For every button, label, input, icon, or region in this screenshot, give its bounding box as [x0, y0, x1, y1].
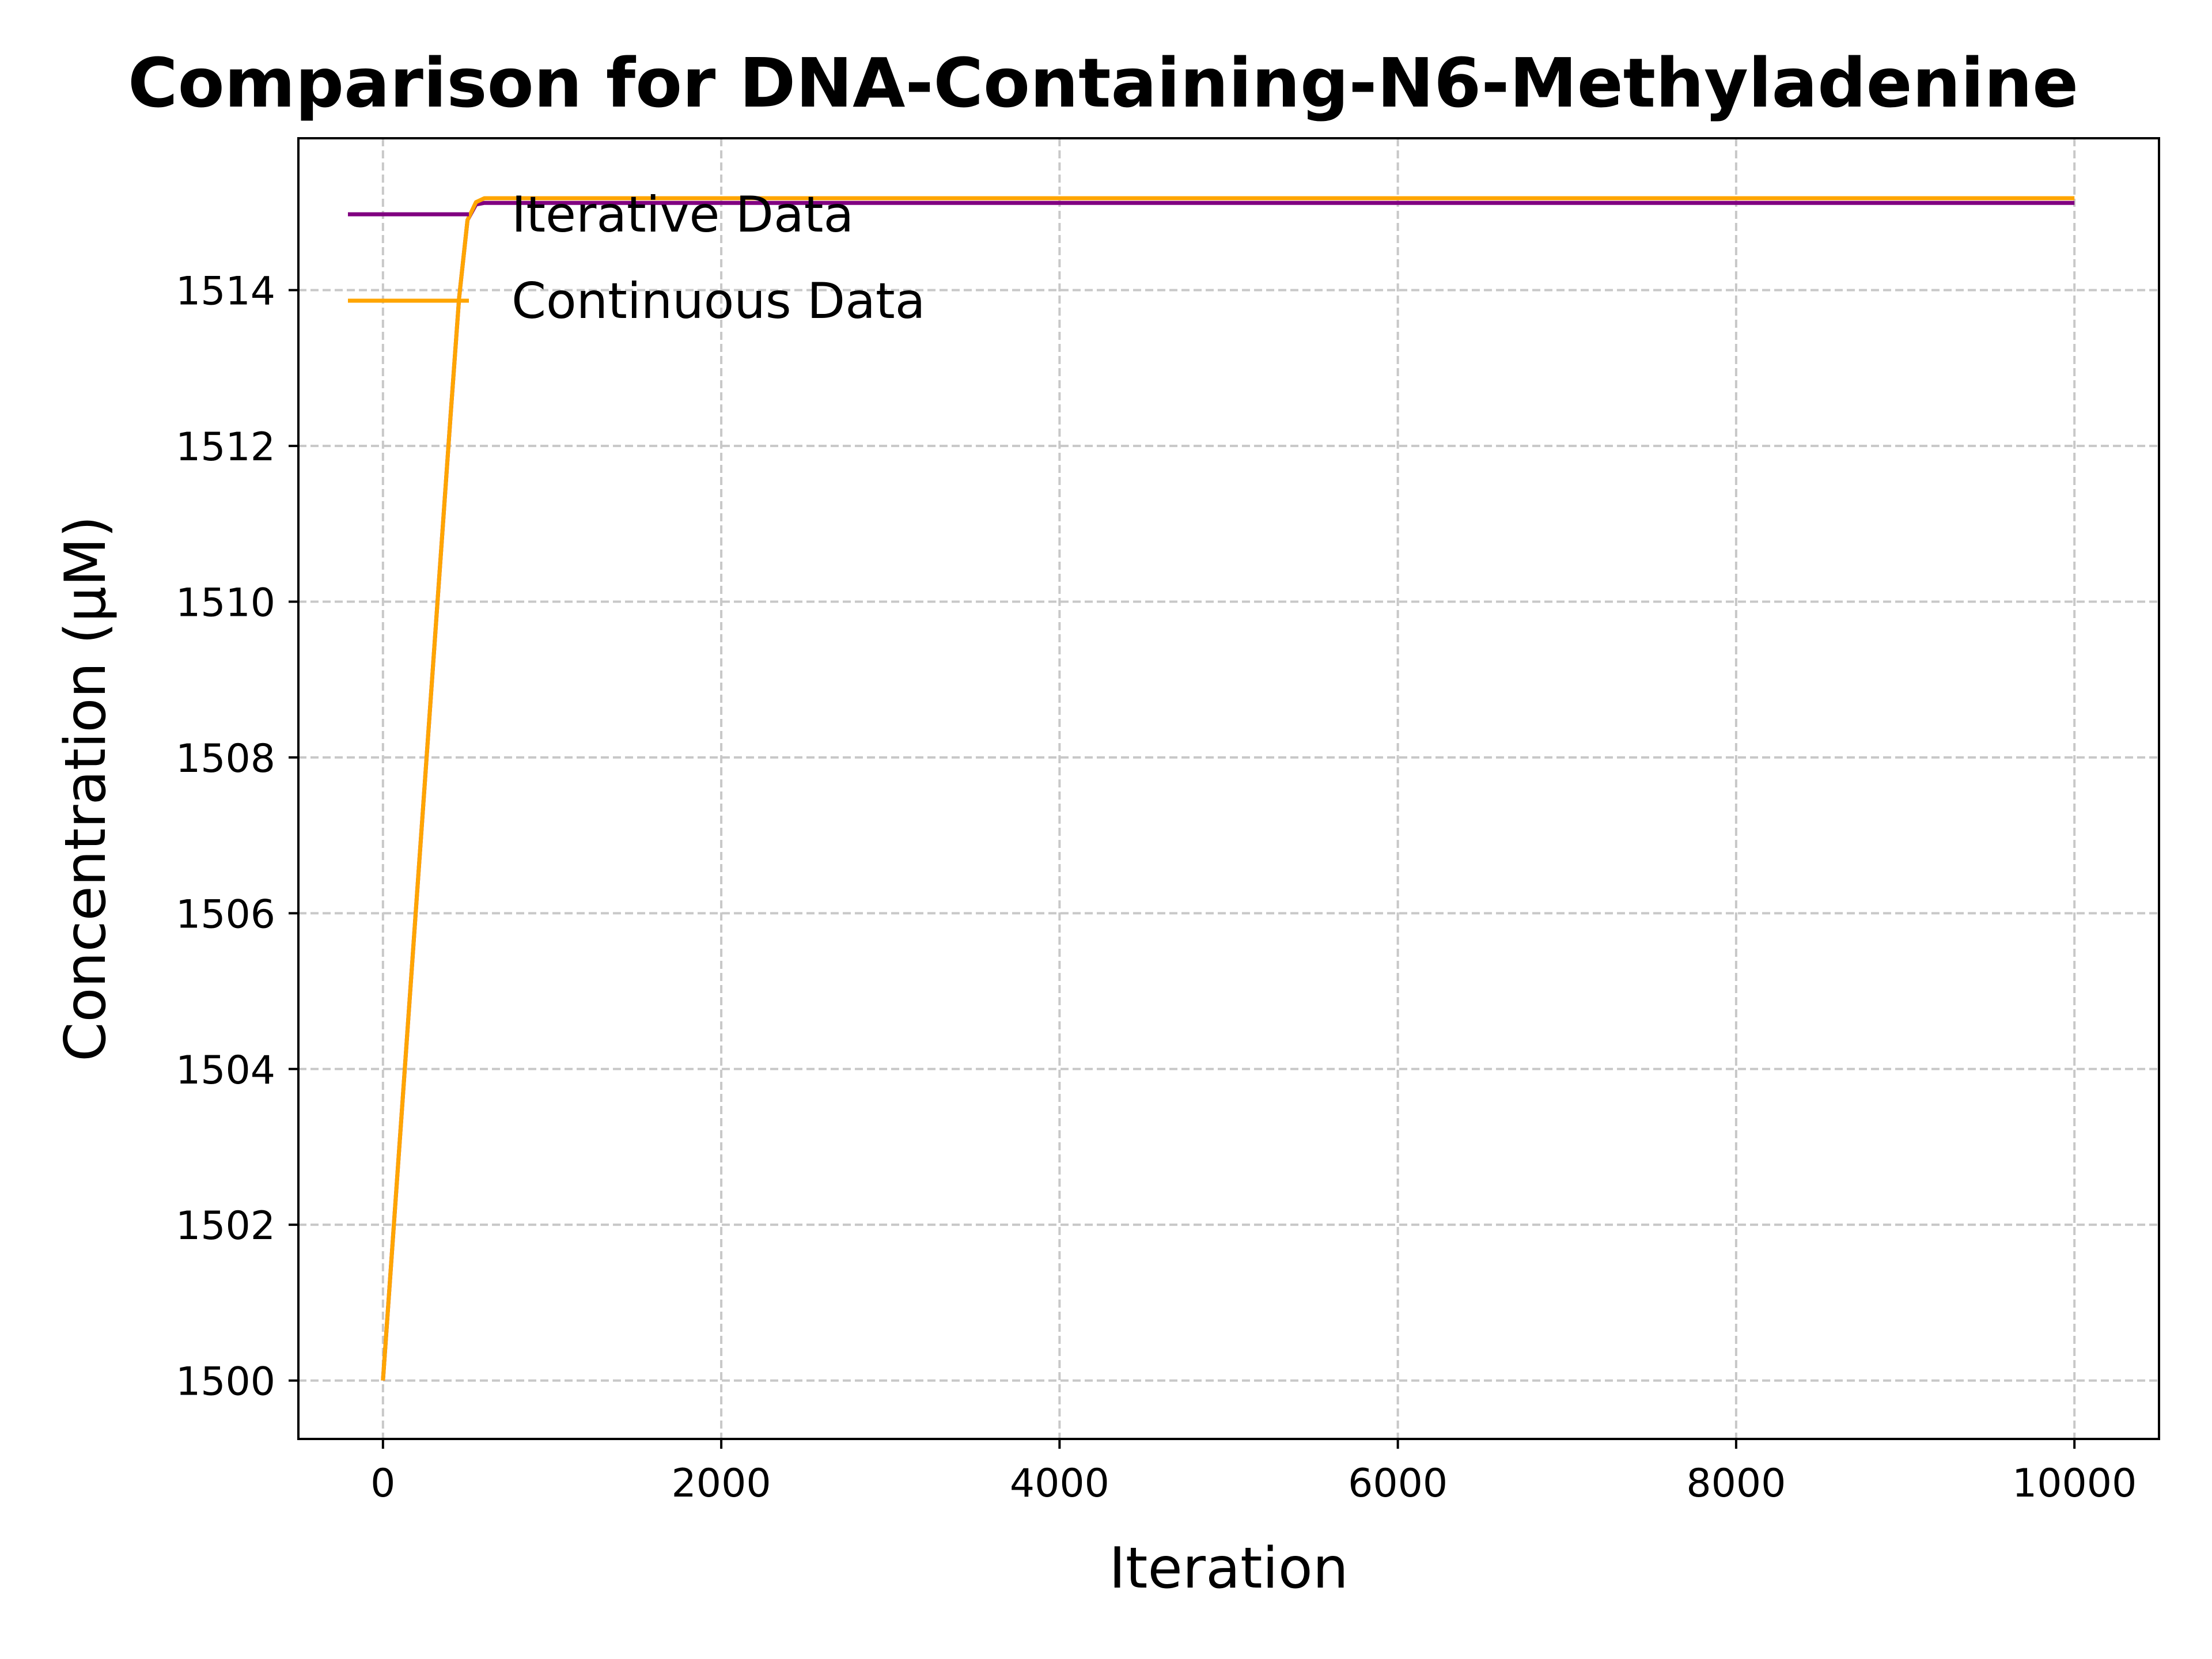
plot-frame — [297, 137, 2160, 1440]
x-tick-label: 6000 — [1348, 1461, 1448, 1506]
y-axis-label: Concentration (μM) — [53, 516, 119, 1062]
y-tick-label: 1510 — [176, 580, 275, 626]
y-tick-label: 1514 — [176, 269, 275, 315]
chart-title: Comparison for DNA-Containing-N6-Methyla… — [128, 43, 2078, 123]
legend-label-iterative-data: Iterative Data — [512, 186, 854, 244]
grid — [298, 138, 2159, 1439]
x-tick-label: 0 — [370, 1461, 395, 1506]
x-tick-label: 2000 — [672, 1461, 771, 1506]
y-tick-label: 1502 — [176, 1203, 275, 1249]
y-tick-label: 1508 — [176, 736, 275, 782]
y-tick-label: 1512 — [176, 425, 275, 470]
x-axis-label: Iteration — [1109, 1536, 1349, 1601]
series-lines — [381, 196, 2075, 1381]
y-tick-label: 1500 — [176, 1359, 275, 1405]
y-axis-ticks: 1500 1502 1504 1506 1508 1510 1512 1514 — [176, 269, 298, 1405]
x-tick-label: 8000 — [1686, 1461, 1786, 1506]
y-tick-label: 1504 — [176, 1048, 275, 1093]
legend-label-continuous-data: Continuous Data — [512, 272, 925, 330]
series-line-continuous-data — [381, 196, 2075, 1381]
x-tick-label: 4000 — [1010, 1461, 1109, 1506]
x-axis-ticks: 0 2000 4000 6000 8000 10000 — [370, 1439, 2137, 1506]
legend: Iterative Data Continuous Data — [348, 186, 925, 330]
y-tick-label: 1506 — [176, 892, 275, 937]
x-tick-label: 10000 — [2012, 1461, 2137, 1506]
